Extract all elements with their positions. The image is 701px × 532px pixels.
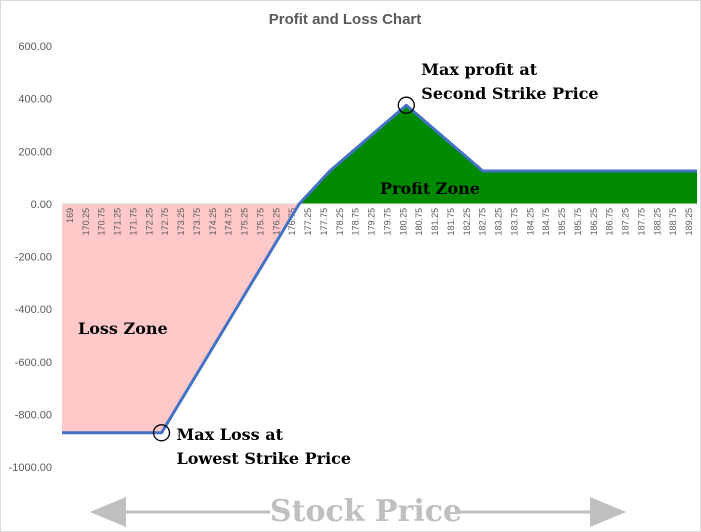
x-tick-label: 177.75: [319, 208, 329, 236]
x-tick-label: 175.25: [240, 208, 250, 236]
x-tick-label: 182.75: [478, 208, 488, 236]
y-axis-ticks: 600.00 400.00 200.00 0.00 -200.00 -400.00 -600…: [9, 41, 52, 474]
x-tick-label: 178.75: [351, 208, 361, 236]
x-tick-label: 184.25: [525, 208, 535, 236]
loss-zone-label: Loss Zone: [78, 319, 168, 338]
x-tick-label: 189.25: [684, 208, 694, 236]
zone-fills: [62, 105, 697, 433]
y-tick-label: -800.00: [15, 409, 52, 421]
x-tick-label: 173.25: [176, 208, 186, 236]
x-tick-label: 171.75: [128, 208, 138, 236]
x-tick-label: 182.25: [462, 208, 472, 236]
y-tick-label: -400.00: [15, 304, 52, 316]
max-loss-marker: [152, 424, 171, 442]
x-tick-label: 176.25: [271, 208, 281, 236]
y-tick-label: 200.00: [18, 146, 52, 158]
x-tick-label: 169: [65, 208, 75, 223]
x-tick-label: 185.25: [557, 208, 567, 236]
x-axis-ticks: 169 170.25 170.75 171.25 171.75 172.25 172.75 1…: [65, 208, 694, 236]
y-tick-label: -200.00: [15, 252, 52, 264]
profit-zone-label: Profit Zone: [380, 179, 480, 198]
payoff-line: [62, 103, 697, 435]
payoff-series: [62, 103, 697, 435]
x-tick-label: 175.75: [255, 208, 265, 236]
x-tick-label: 177.25: [303, 208, 313, 236]
x-tick-label: 173.75: [192, 208, 202, 236]
x-tick-label: 171.25: [113, 208, 123, 236]
x-tick-label: 184.75: [541, 208, 551, 236]
x-tick-label: 170.25: [81, 208, 91, 236]
x-tick-label: 183.25: [494, 208, 504, 236]
x-tick-label: 174.25: [208, 208, 218, 236]
x-tick-label: 180.75: [414, 208, 424, 236]
x-tick-label: 178.25: [335, 208, 345, 236]
x-tick-label: 172.75: [160, 208, 170, 236]
x-tick-label: 174.75: [224, 208, 234, 236]
y-tick-label: 400.00: [18, 94, 52, 106]
x-tick-label: 172.25: [144, 208, 154, 236]
x-tick-label: 187.25: [621, 208, 631, 236]
x-tick-label: 185.75: [573, 208, 583, 236]
x-tick-label: 188.75: [668, 208, 678, 236]
loss-zone-area: [62, 203, 300, 433]
x-tick-label: 176.75: [287, 208, 297, 236]
x-tick-label: 188.25: [652, 208, 662, 236]
x-tick-label: 181.75: [446, 208, 456, 236]
annotations: Max profit at Second Strike Price Max Loss…: [152, 60, 599, 468]
x-tick-label: 183.75: [509, 208, 519, 236]
y-tick-label: 0.00: [31, 199, 52, 211]
x-axis-caption: Stock Price: [270, 494, 462, 529]
max-profit-label: Second Strike Price: [421, 84, 598, 103]
x-tick-label: 186.25: [589, 208, 599, 236]
x-tick-label: 181.25: [430, 208, 440, 236]
profit-zone-area: [299, 105, 697, 204]
max-loss-label: Max Loss at: [177, 425, 284, 444]
x-tick-label: 187.75: [636, 208, 646, 236]
y-tick-label: -600.00: [15, 357, 52, 369]
max-profit-label: Max profit at: [421, 60, 537, 79]
y-tick-label: -1000.00: [9, 462, 52, 474]
x-tick-label: 179.75: [382, 208, 392, 236]
max-loss-label: Lowest Strike Price: [177, 449, 352, 468]
max-profit-marker: [397, 96, 415, 114]
x-tick-label: 179.25: [367, 208, 377, 236]
x-tick-label: 186.75: [605, 208, 615, 236]
chart-title: Profit and Loss Chart: [269, 11, 422, 28]
x-tick-label: 170.75: [97, 208, 107, 236]
y-tick-label: 600.00: [18, 41, 52, 53]
x-tick-label: 180.25: [398, 208, 408, 236]
